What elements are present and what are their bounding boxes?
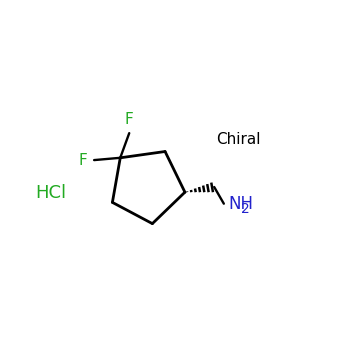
Text: 2: 2 — [241, 202, 250, 216]
Text: F: F — [125, 112, 134, 127]
Text: HCl: HCl — [35, 183, 66, 202]
Text: NH: NH — [228, 195, 253, 213]
Text: Chiral: Chiral — [216, 133, 260, 147]
Text: F: F — [78, 153, 87, 168]
